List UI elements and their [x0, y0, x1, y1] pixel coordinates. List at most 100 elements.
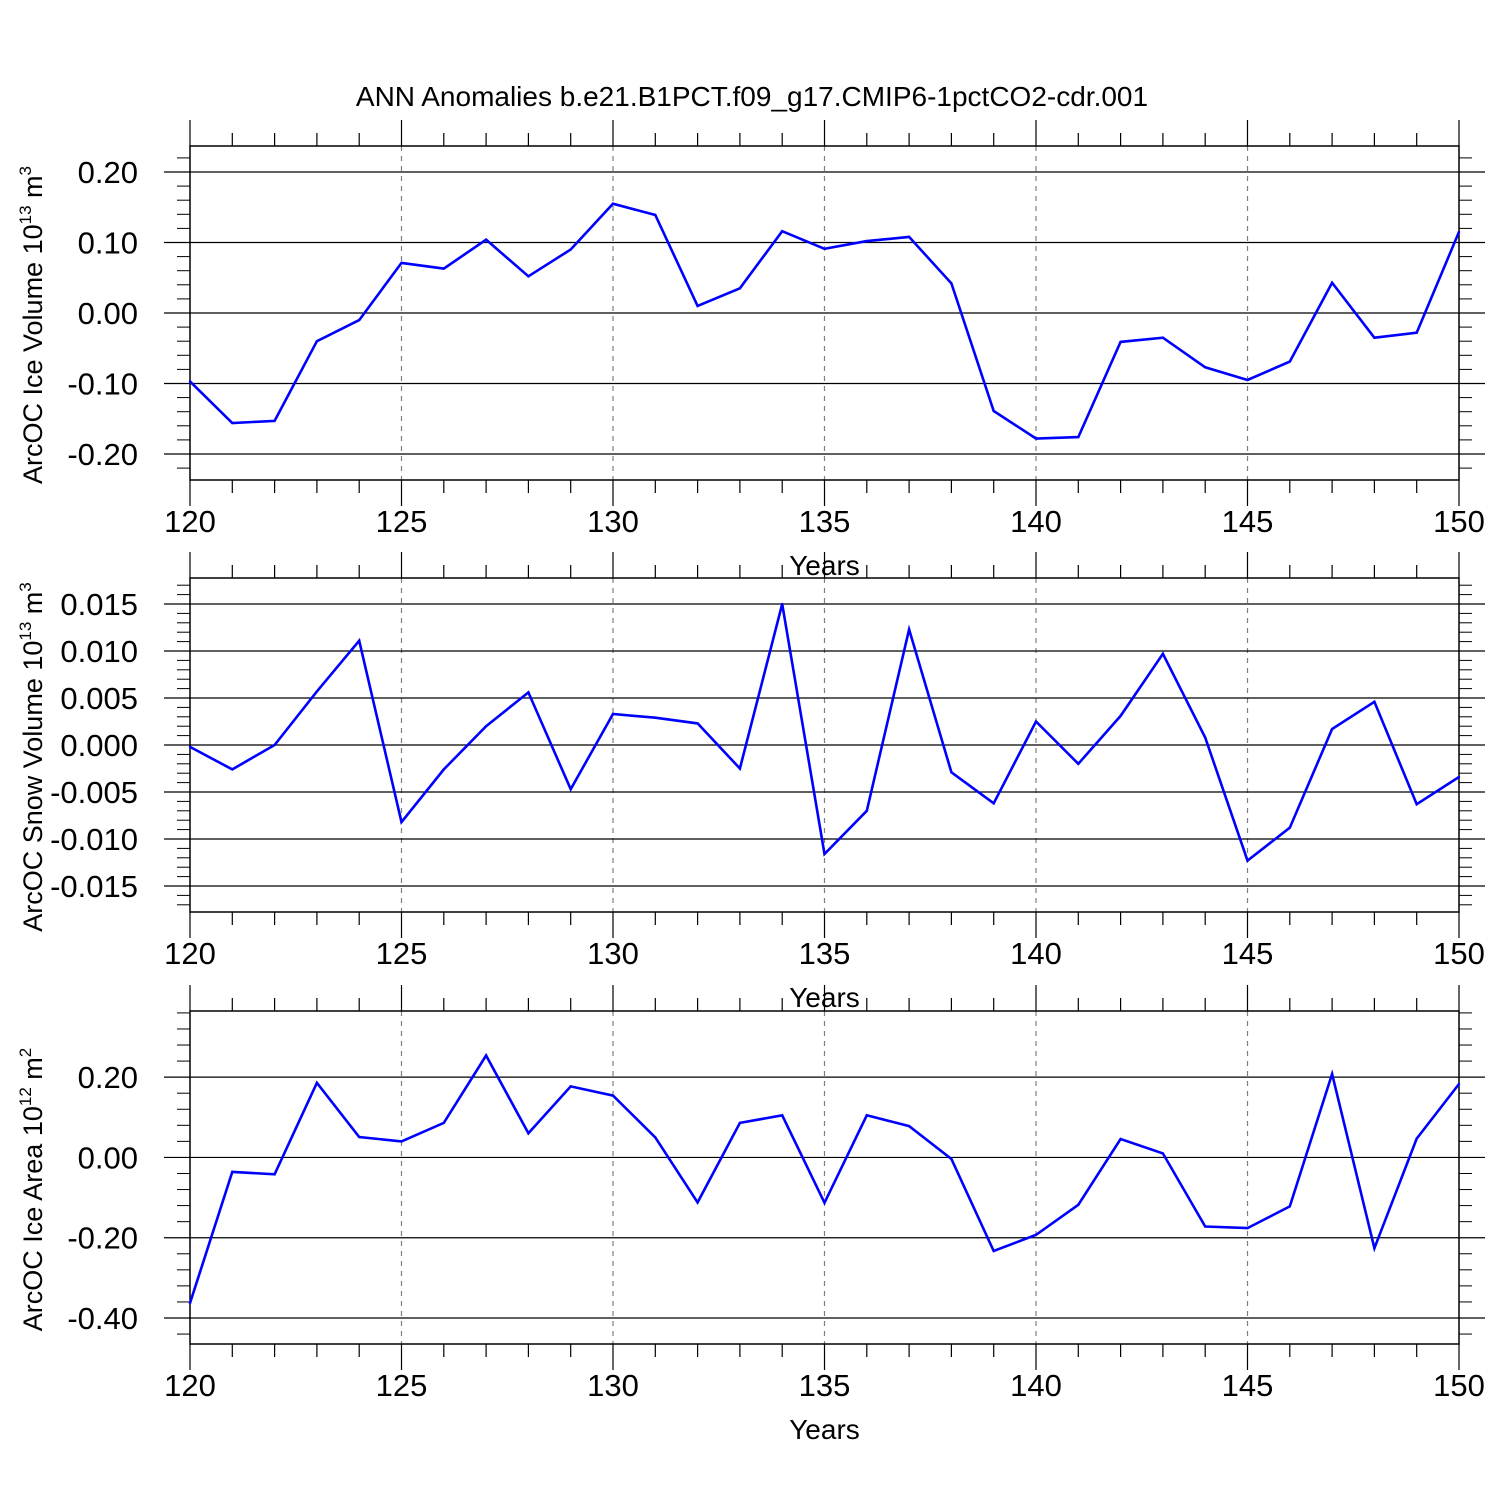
y-axis-label: ArcOC Ice Volume 1013 m3 — [16, 166, 48, 484]
chart-panel-2: 120 125 130 135 140 145 150 -0.015 -0.010 -0.005 0… — [16, 552, 1485, 1013]
data-point — [696, 304, 699, 308]
y-tick-label: 0.20 — [78, 1060, 138, 1095]
data-point — [738, 287, 742, 290]
y-tick-label: 0.00 — [78, 1140, 138, 1175]
data-point — [484, 238, 488, 241]
y-tick-label: -0.015 — [50, 869, 138, 904]
data-point — [1288, 1205, 1292, 1208]
data-point — [400, 1140, 403, 1143]
y-tick-label: 0.10 — [78, 226, 138, 261]
y-tick-label: 0.20 — [78, 155, 138, 190]
data-point — [1415, 1137, 1418, 1140]
data-point — [1161, 652, 1165, 656]
y-tick-label: -0.005 — [50, 775, 138, 810]
data-point — [865, 809, 868, 812]
x-tick-label: 135 — [799, 936, 851, 971]
y-axis-label: ArcOC Ice Area 1012 m2 — [16, 1048, 48, 1332]
data-point — [569, 1085, 572, 1088]
x-tick-label: 140 — [1010, 936, 1062, 971]
data-point — [1204, 366, 1207, 369]
data-point — [315, 690, 319, 693]
data-point — [781, 1114, 784, 1117]
data-point — [738, 767, 742, 770]
data-point — [1119, 340, 1122, 344]
data-point — [823, 247, 826, 251]
data-point — [1415, 803, 1418, 806]
y-tick-label: -0.010 — [50, 822, 138, 857]
x-tick-label: 130 — [587, 1368, 639, 1403]
data-point — [1204, 1225, 1207, 1228]
data-point — [358, 318, 361, 322]
chart-panel-1: 120 125 130 135 140 145 150 -0.20 -0.10 0.00 0.10 0… — [16, 120, 1485, 581]
y-tick-label: -0.20 — [67, 1221, 138, 1256]
chart-panel-3: 120 125 130 135 140 145 150 -0.40 -0.20 0.00 0.20 Y… — [16, 985, 1485, 1445]
data-point — [823, 1201, 826, 1204]
data-point — [315, 1081, 319, 1084]
data-point — [1415, 331, 1418, 334]
y-tick-label: 0.010 — [60, 634, 138, 669]
y-tick-label: -0.20 — [67, 437, 138, 472]
x-tick-label: 140 — [1010, 504, 1062, 539]
data-point — [442, 267, 445, 270]
data-point — [315, 340, 319, 343]
data-point — [907, 1124, 911, 1128]
x-tick-label: 125 — [376, 936, 428, 971]
x-tick-label: 130 — [587, 936, 639, 971]
data-point — [358, 1135, 361, 1139]
data-point — [1034, 1233, 1038, 1237]
data-point — [950, 771, 953, 774]
data-point — [1119, 1137, 1122, 1141]
data-point — [992, 409, 995, 413]
y-tick-label: 0.015 — [60, 587, 138, 622]
data-point — [823, 852, 826, 856]
data-point — [1077, 1203, 1080, 1206]
data-point — [1204, 736, 1207, 739]
data-point — [1330, 1072, 1334, 1076]
x-tick-label: 120 — [164, 504, 216, 539]
data-point — [1288, 360, 1292, 363]
y-tick-label: 0.00 — [78, 296, 138, 331]
data-point — [484, 1054, 488, 1057]
data-point — [1246, 1226, 1249, 1230]
data-point — [1457, 775, 1461, 779]
data-point — [1457, 1082, 1461, 1086]
data-point — [400, 820, 403, 824]
data-point — [781, 602, 784, 606]
data-point — [442, 768, 445, 771]
x-tick-label: 120 — [164, 1368, 216, 1403]
data-point — [358, 639, 361, 642]
data-point — [611, 712, 615, 716]
data-point — [484, 725, 488, 728]
data-point — [273, 743, 276, 747]
data-point — [231, 1170, 234, 1174]
data-point — [1288, 826, 1292, 829]
data-point — [400, 261, 403, 265]
x-tick-label: 135 — [799, 504, 851, 539]
data-point — [865, 239, 868, 243]
x-tick-label: 150 — [1433, 1368, 1485, 1403]
data-point — [1034, 437, 1038, 440]
y-axis-label: ArcOC Snow Volume 1013 m3 — [16, 582, 48, 932]
data-point — [231, 768, 234, 771]
data-point — [781, 230, 784, 233]
x-tick-label: 140 — [1010, 1368, 1062, 1403]
data-point — [188, 380, 192, 383]
data-point — [738, 1121, 742, 1125]
x-tick-label: 145 — [1222, 504, 1274, 539]
x-tick-label: 145 — [1222, 1368, 1274, 1403]
y-tick-label: 0.000 — [60, 728, 138, 763]
x-tick-label: 150 — [1433, 504, 1485, 539]
data-point — [1119, 714, 1122, 718]
data-point — [696, 722, 699, 725]
data-point — [1246, 859, 1249, 862]
data-point — [1330, 727, 1334, 731]
data-point — [231, 421, 234, 425]
data-point — [696, 1201, 699, 1204]
x-tick-label: 120 — [164, 936, 216, 971]
data-point — [1077, 435, 1080, 439]
data-point — [907, 628, 911, 631]
data-point — [1457, 230, 1461, 234]
data-point — [1077, 762, 1080, 765]
y-tick-label: -0.10 — [67, 367, 138, 402]
